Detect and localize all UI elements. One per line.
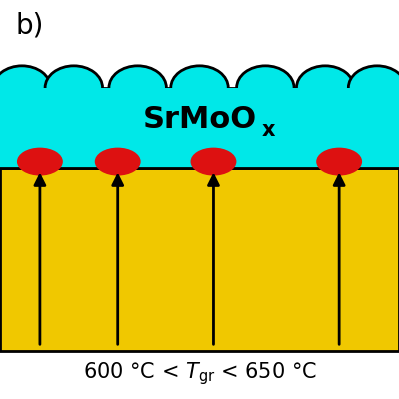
Ellipse shape bbox=[171, 66, 228, 110]
Ellipse shape bbox=[45, 66, 103, 110]
Ellipse shape bbox=[316, 148, 362, 176]
Ellipse shape bbox=[348, 66, 399, 110]
Text: b): b) bbox=[16, 12, 44, 40]
Bar bbox=[0, 88, 399, 168]
Ellipse shape bbox=[17, 148, 63, 176]
Bar bbox=[0, 136, 399, 351]
Ellipse shape bbox=[237, 66, 294, 110]
Text: SrMoO: SrMoO bbox=[142, 105, 257, 134]
Ellipse shape bbox=[191, 148, 236, 176]
Ellipse shape bbox=[95, 148, 140, 176]
Ellipse shape bbox=[109, 66, 166, 110]
Bar bbox=[0, 88, 399, 168]
Text: 600 °C < $T_{\mathrm{gr}}$ < 650 °C: 600 °C < $T_{\mathrm{gr}}$ < 650 °C bbox=[83, 360, 316, 387]
Ellipse shape bbox=[0, 66, 51, 110]
Text: x: x bbox=[261, 120, 275, 140]
Ellipse shape bbox=[296, 66, 354, 110]
